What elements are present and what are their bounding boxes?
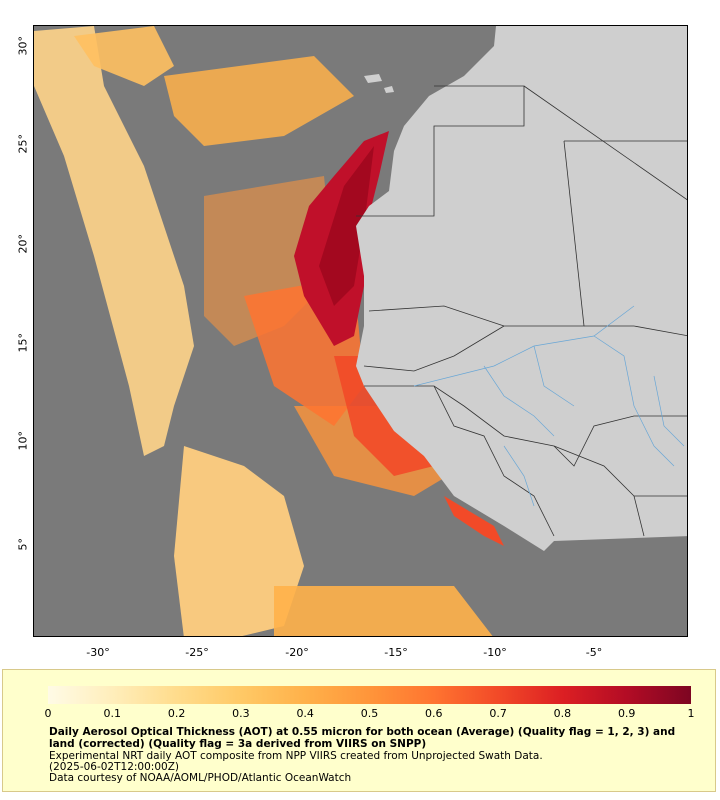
aot-patch-guinea (444, 496, 504, 546)
colorbar (48, 686, 691, 704)
colorbar-tick-label: 0.7 (489, 707, 507, 720)
lat-label-10: 10° (16, 431, 30, 451)
legend-title: Daily Aerosol Optical Thickness (AOT) at… (49, 726, 676, 750)
colorbar-tick-label: 0.9 (617, 707, 636, 720)
colorbar-tick-label: 0.3 (232, 707, 250, 720)
aot-swath-west-2 (174, 446, 304, 636)
lat-label-25: 25° (16, 134, 30, 154)
legend-description: Experimental NRT daily AOT composite fro… (49, 750, 543, 762)
lon-label-neg5: -5° (585, 646, 603, 659)
aot-swath-west (34, 26, 194, 456)
lon-label-neg20: -20° (285, 646, 309, 659)
colorbar-tick-label: 0.6 (425, 707, 443, 720)
colorbar-tick-label: 1 (687, 707, 695, 720)
colorbar-tick-label: 0.2 (167, 707, 186, 720)
map-canvas (34, 26, 687, 636)
lat-label-5: 5° (16, 538, 30, 551)
legend-panel: Daily Aerosol Optical Thickness (AOT) at… (2, 669, 716, 792)
colorbar-tick-label: 0.1 (103, 707, 122, 720)
colorbar-tick-label: 0.5 (360, 707, 379, 720)
aot-high-plume-core (319, 146, 374, 306)
lon-label-neg30: -30° (86, 646, 110, 659)
aot-patch-north (164, 56, 354, 146)
lon-label-neg25: -25° (185, 646, 209, 659)
land-africa (356, 26, 687, 551)
legend-date: (2025-06-02T12:00:00Z) (49, 761, 179, 773)
legend-credit: Data courtesy of NOAA/AOML/PHOD/Atlantic… (49, 772, 352, 784)
lon-label-neg15: -15° (384, 646, 408, 659)
lat-label-30: 30° (16, 36, 30, 56)
lat-label-15: 15° (16, 333, 30, 353)
lon-label-neg10: -10° (483, 646, 507, 659)
colorbar-tick-label: 0 (44, 707, 52, 720)
country-borders (356, 85, 687, 537)
lat-label-20: 20° (16, 234, 30, 254)
aot-patch-south (274, 586, 493, 636)
land-canary-islands (364, 74, 394, 93)
aot-map (33, 25, 688, 637)
aot-swath-northwest (74, 26, 174, 86)
colorbar-tick-label: 0.4 (296, 707, 314, 720)
colorbar-tick-label: 0.8 (553, 707, 572, 720)
rivers (413, 305, 685, 507)
